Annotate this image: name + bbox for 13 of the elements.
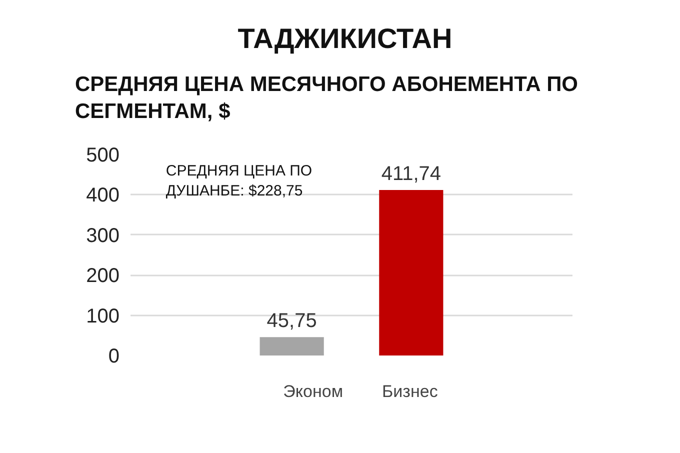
annotation: СРЕДНЯЯ ЦЕНА ПО ДУШАНБЕ: $228,75 — [166, 162, 312, 200]
data-label: 45,75 — [266, 310, 317, 332]
y-tick-label: 300 — [86, 224, 120, 247]
y-tick-label: 0 — [108, 346, 120, 368]
y-tick-label: 200 — [86, 265, 120, 288]
chart-title: ТАДЖИКИСТАН — [238, 22, 452, 56]
series-label: Бизнес — [382, 382, 438, 402]
series-label: Эконом — [283, 382, 344, 402]
chart-subtitle: СРЕДНЯЯ ЦЕНА МЕСЯЧНОГО АБОНЕМЕНТА ПО СЕГМЕНТАМ, $ — [75, 72, 580, 125]
data-label: 411,74 — [381, 162, 442, 185]
y-tick-label: 500 — [86, 144, 120, 166]
y-tick-label: 100 — [86, 305, 120, 328]
y-tick-label: 400 — [86, 184, 120, 207]
